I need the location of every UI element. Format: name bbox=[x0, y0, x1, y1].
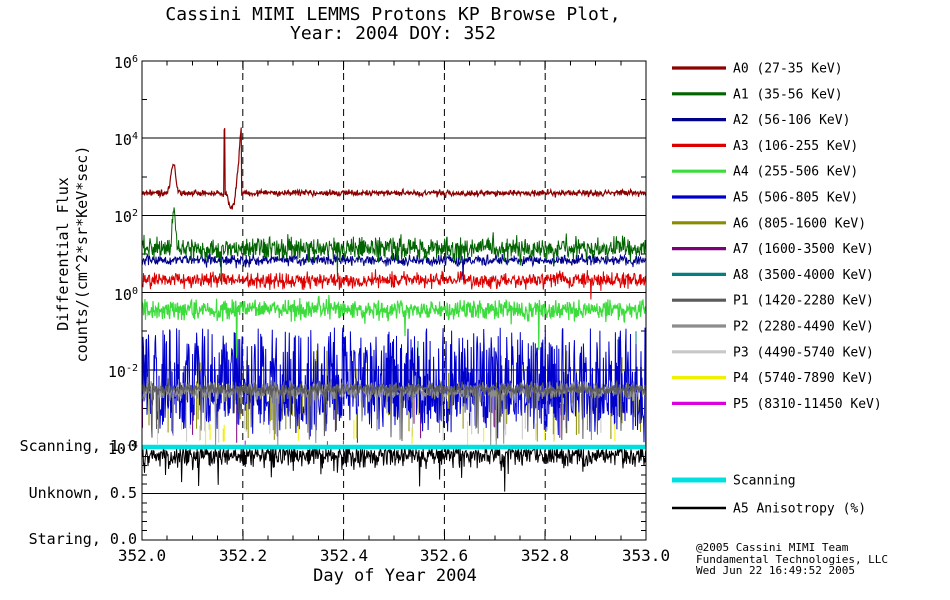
legend-label-A2: A2 (56-106 KeV) bbox=[733, 113, 850, 128]
legend-label-A4: A4 (255-506 KeV) bbox=[733, 165, 858, 180]
x-axis-title: Day of Year 2004 bbox=[313, 566, 477, 586]
legend-item-P3: P3 (4490-5740 KeV) bbox=[672, 345, 874, 360]
series-A5 bbox=[141, 327, 647, 443]
legend-item-P4: P4 (5740-7890 KeV) bbox=[672, 371, 874, 386]
legend-label-anisotropy: A5 Anisotropy (%) bbox=[733, 502, 866, 517]
legend-label-A0: A0 (27-35 KeV) bbox=[733, 62, 843, 77]
legend-label-P5: P5 (8310-11450 KeV) bbox=[733, 397, 882, 412]
legend-item-A0: A0 (27-35 KeV) bbox=[672, 62, 843, 77]
legend-label-A7: A7 (1600-3500 KeV) bbox=[733, 242, 874, 257]
series-P5 bbox=[244, 440, 344, 446]
plot-title-line2: Year: 2004 DOY: 352 bbox=[290, 23, 496, 44]
legend-label-A5: A5 (506-805 KeV) bbox=[733, 191, 858, 206]
y-axis-title-line2: counts/(cm^2*sr*KeV*sec) bbox=[73, 145, 91, 363]
legend-label-scanning: Scanning bbox=[733, 474, 796, 489]
legend-label-P4: P4 (5740-7890 KeV) bbox=[733, 371, 874, 386]
legend-item-A1: A1 (35-56 KeV) bbox=[672, 87, 843, 102]
legend-item-P2: P2 (2280-4490 KeV) bbox=[672, 320, 874, 335]
plot-title-line1: Cassini MIMI LEMMS Protons KP Browse Plo… bbox=[165, 4, 621, 25]
series-A4 bbox=[141, 294, 647, 359]
legend-item-A4: A4 (255-506 KeV) bbox=[672, 165, 858, 180]
series-A3 bbox=[141, 269, 647, 300]
credit-block: @2005 Cassini MIMI Team Fundamental Tech… bbox=[696, 542, 888, 577]
series-A2 bbox=[141, 252, 647, 280]
legend-label-P1: P1 (1420-2280 KeV) bbox=[733, 294, 874, 309]
legend-label-P2: P2 (2280-4490 KeV) bbox=[733, 320, 874, 335]
legend-item-A2: A2 (56-106 KeV) bbox=[672, 113, 850, 128]
legend-item-A8: A8 (3500-4000 KeV) bbox=[672, 268, 874, 283]
legend-label-A1: A1 (35-56 KeV) bbox=[733, 87, 843, 102]
legend-label-P3: P3 (4490-5740 KeV) bbox=[733, 345, 874, 360]
legend-item-A6: A6 (805-1600 KeV) bbox=[672, 216, 866, 231]
plot-border bbox=[141, 60, 647, 541]
plot-title: Cassini MIMI LEMMS Protons KP Browse Plo… bbox=[118, 5, 668, 43]
credit-line-2: Fundamental Technologies, LLC bbox=[696, 552, 889, 566]
credit-line-1: @2005 Cassini MIMI Team bbox=[696, 541, 849, 554]
anisotropy-trace bbox=[141, 446, 647, 492]
legend-label-A6: A6 (805-1600 KeV) bbox=[733, 216, 866, 231]
legend-item-A5: A5 (506-805 KeV) bbox=[672, 191, 858, 206]
credit-line-3: Wed Jun 22 16:49:52 2005 bbox=[696, 564, 855, 577]
series-A0 bbox=[141, 127, 647, 210]
legend-item-P5: P5 (8310-11450 KeV) bbox=[672, 397, 882, 412]
series-A1 bbox=[141, 207, 647, 282]
legend-label-A8: A8 (3500-4000 KeV) bbox=[733, 268, 874, 283]
legend-item-A3: A3 (106-255 KeV) bbox=[672, 139, 858, 154]
legend-item-A7: A7 (1600-3500 KeV) bbox=[672, 242, 874, 257]
y-axis-title-line1: Differential Flux bbox=[54, 177, 72, 331]
legend-label-A3: A3 (106-255 KeV) bbox=[733, 139, 858, 154]
legend-item-P1: P1 (1420-2280 KeV) bbox=[672, 294, 874, 309]
legend-item-scanning: Scanning bbox=[672, 474, 796, 489]
legend-item-anisotropy: A5 Anisotropy (%) bbox=[672, 502, 866, 517]
series-P1 bbox=[141, 380, 647, 442]
